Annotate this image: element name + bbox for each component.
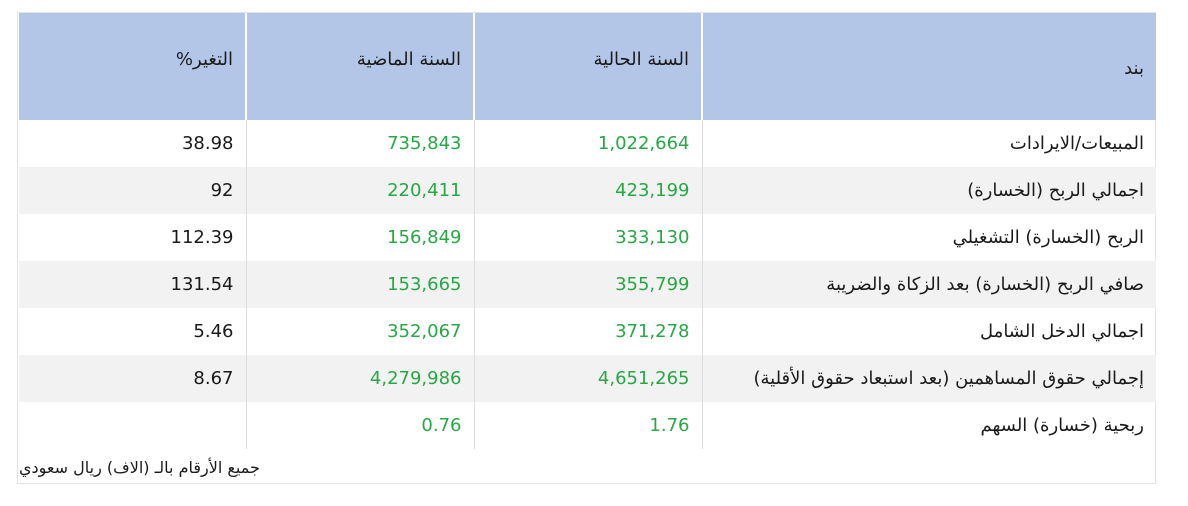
table-row: اجمالي الربح (الخسارة) 423,199 220,411 9… (19, 167, 1156, 214)
row-previous-value: 4,279,986 (245, 355, 474, 402)
row-previous-value: 153,665 (245, 261, 474, 308)
row-previous-value: 220,411 (245, 167, 474, 214)
row-change-value: 131.54 (19, 261, 246, 308)
table-row: اجمالي الدخل الشامل 371,278 352,067 5.46 (19, 308, 1156, 355)
row-item-label: المبيعات/الايرادات (701, 120, 1156, 167)
row-current-value: 423,199 (473, 167, 702, 214)
row-current-value: 371,278 (473, 308, 702, 355)
header-previous-year: السنة الماضية (245, 13, 474, 120)
row-item-label: صافي الربح (الخسارة) بعد الزكاة والضريبة (701, 261, 1156, 308)
row-change-value: 8.67 (19, 355, 246, 402)
row-item-label: اجمالي الدخل الشامل (701, 308, 1156, 355)
row-item-label: إجمالي حقوق المساهمين (بعد استبعاد حقوق … (701, 355, 1156, 402)
row-current-value: 333,130 (473, 214, 702, 261)
row-current-value: 4,651,265 (473, 355, 702, 402)
financial-summary-table: بند السنة الحالية السنة الماضية التغير% … (19, 13, 1156, 449)
row-item-label: ربحية (خسارة) السهم (701, 402, 1156, 449)
row-previous-value: 156,849 (245, 214, 474, 261)
row-current-value: 355,799 (473, 261, 702, 308)
table-header-row: بند السنة الحالية السنة الماضية التغير% (19, 13, 1156, 120)
row-change-value: 92 (19, 167, 246, 214)
row-previous-value: 352,067 (245, 308, 474, 355)
row-current-value: 1.76 (473, 402, 702, 449)
row-previous-value: 0.76 (245, 402, 474, 449)
table-row: الربح (الخسارة) التشغيلي 333,130 156,849… (19, 214, 1156, 261)
row-item-label: اجمالي الربح (الخسارة) (701, 167, 1156, 214)
row-change-value: 112.39 (170, 227, 234, 248)
header-change-percent: التغير% (19, 13, 246, 120)
table-row: إجمالي حقوق المساهمين (بعد استبعاد حقوق … (19, 355, 1156, 402)
table-row: المبيعات/الايرادات 1,022,664 735,843 38.… (19, 120, 1156, 167)
units-footnote: جميع الأرقام بالـ (الاف) ريال سعودي (19, 458, 260, 477)
header-current-year: السنة الحالية (473, 13, 702, 120)
row-change-value (19, 402, 246, 449)
row-current-value: 1,022,664 (473, 120, 702, 167)
row-item-label: الربح (الخسارة) التشغيلي (701, 214, 1156, 261)
row-change-value: 38.98 (181, 133, 234, 154)
table-row: ربحية (خسارة) السهم 1.76 0.76 (19, 402, 1156, 449)
header-item: بند (701, 13, 1156, 120)
row-change-value: 5.46 (193, 321, 234, 342)
table-row: صافي الربح (الخسارة) بعد الزكاة والضريبة… (19, 261, 1156, 308)
row-previous-value: 735,843 (245, 120, 474, 167)
